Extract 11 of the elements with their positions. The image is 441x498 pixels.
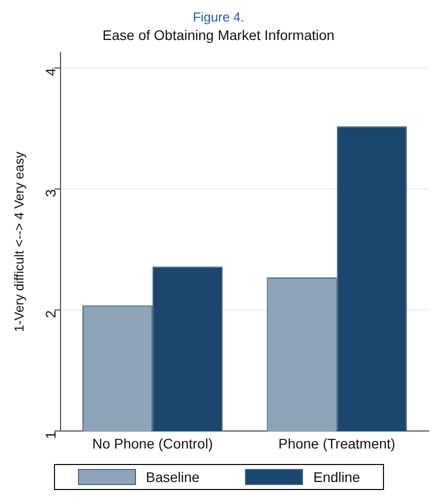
y-tick-label: 1 bbox=[42, 430, 58, 439]
chart-subtitle: Ease of Obtaining Market Information bbox=[102, 26, 334, 43]
y-axis-title: 1-Very difficult <--> 4 Very easy bbox=[11, 151, 26, 332]
x-tick-label: Phone (Treatment) bbox=[278, 435, 396, 452]
x-tick-label: No Phone (Control) bbox=[92, 435, 213, 452]
legend-label: Baseline bbox=[146, 469, 200, 485]
y-tick-label: 3 bbox=[42, 188, 58, 197]
chart-title: Figure 4. bbox=[192, 9, 244, 24]
y-tick-label: 2 bbox=[42, 310, 58, 318]
legend-label: Endline bbox=[313, 469, 360, 485]
y-tick-label: 4 bbox=[42, 68, 58, 76]
